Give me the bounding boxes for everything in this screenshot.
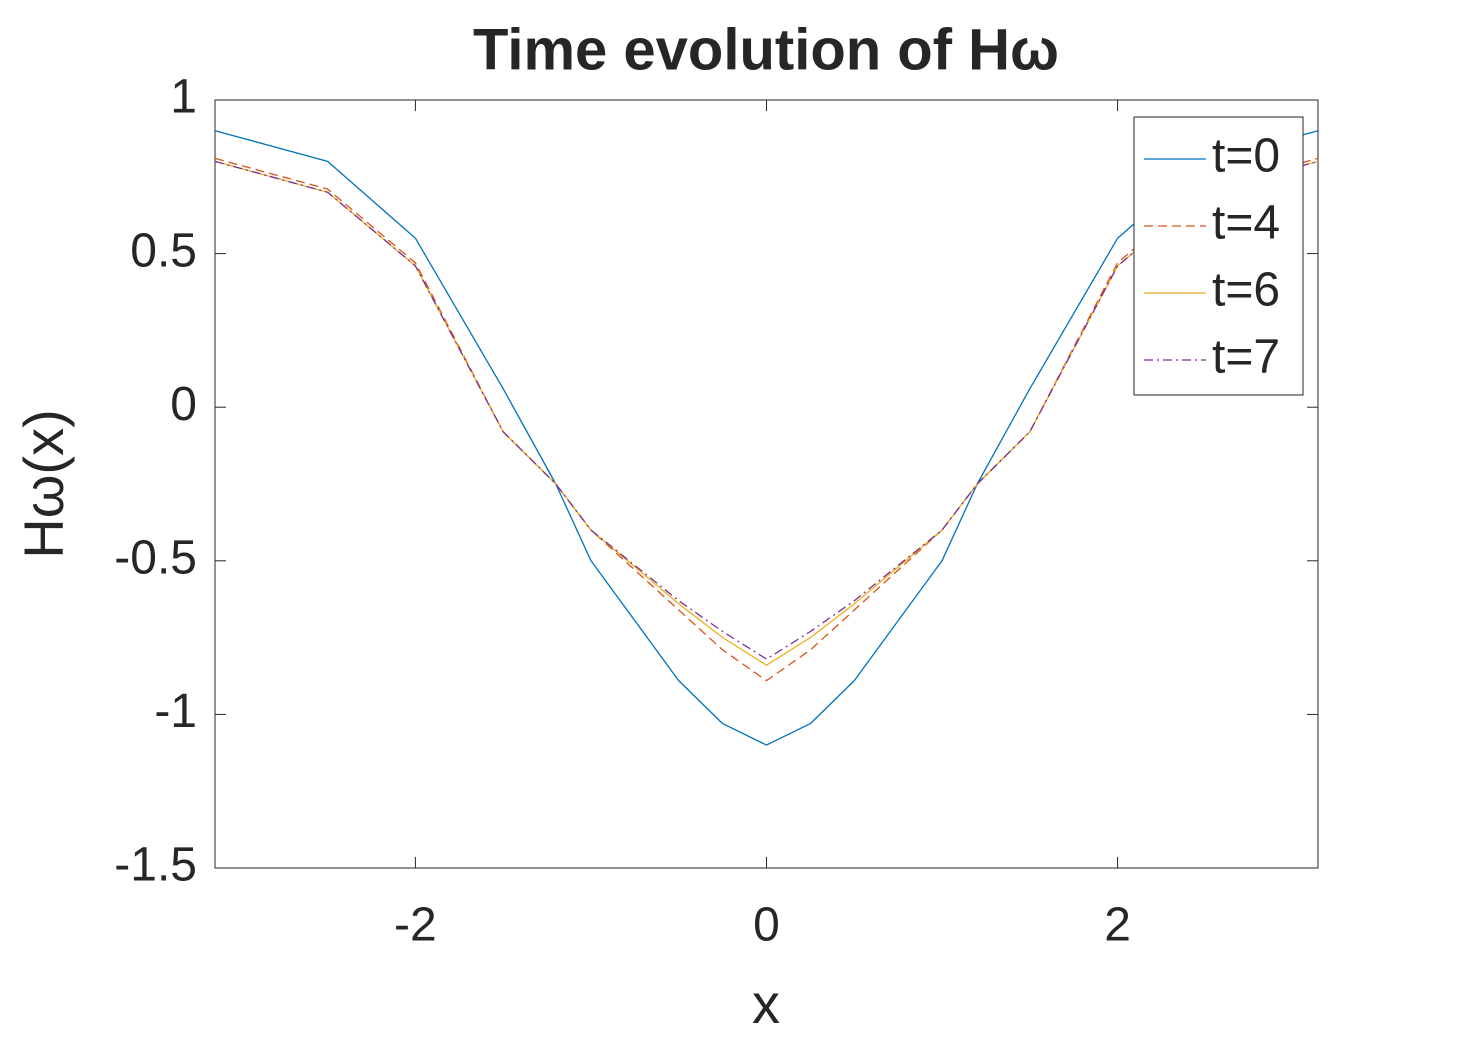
- y-tick-label: -0.5: [114, 531, 197, 584]
- y-axis-label: Hω(x): [12, 409, 75, 558]
- legend-label: t=7: [1212, 331, 1280, 384]
- y-tick-label: 0: [170, 378, 197, 431]
- x-tick-label: 0: [753, 899, 780, 952]
- legend-label: t=4: [1212, 197, 1280, 250]
- y-tick-label: -1: [154, 685, 197, 738]
- x-axis-label: x: [752, 972, 780, 1035]
- legend-label: t=6: [1212, 264, 1280, 317]
- y-tick-label: 1: [170, 71, 197, 124]
- y-tick-label: 0.5: [130, 224, 197, 277]
- y-tick-label: -1.5: [114, 839, 197, 892]
- legend-box: [1133, 116, 1304, 396]
- chart-title: Time evolution of Hω: [473, 17, 1059, 82]
- series-line: [214, 130, 1319, 746]
- series-line: [214, 160, 1319, 660]
- legend-label: t=0: [1212, 130, 1280, 183]
- x-tick-label: 2: [1104, 899, 1131, 952]
- x-tick-label: -2: [394, 899, 437, 952]
